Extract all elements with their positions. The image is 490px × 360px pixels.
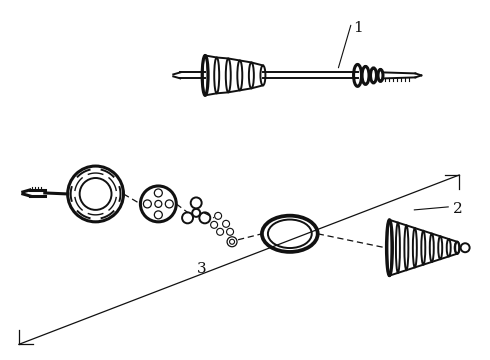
- Text: 2: 2: [453, 202, 463, 216]
- Text: 1: 1: [354, 21, 363, 35]
- Text: 3: 3: [197, 262, 207, 276]
